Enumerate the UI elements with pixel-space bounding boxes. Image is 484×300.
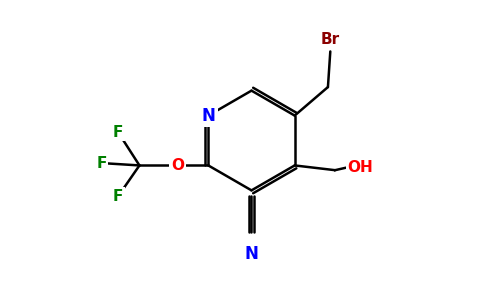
Text: O: O [171,158,184,173]
Text: N: N [201,106,215,124]
Text: N: N [244,245,258,263]
Text: F: F [113,125,123,140]
Text: Br: Br [321,32,340,47]
Text: F: F [96,156,106,171]
Text: OH: OH [347,160,373,175]
Text: F: F [113,189,123,204]
